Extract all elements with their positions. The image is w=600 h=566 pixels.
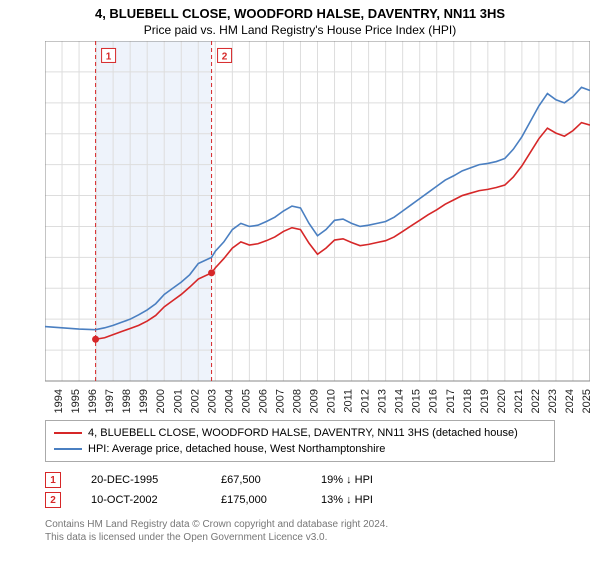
xtick-label: 1995 (70, 389, 82, 413)
xtick-label: 2025 (581, 389, 590, 413)
event-marker-number: 1 (106, 51, 112, 62)
marker-pct: 13% ↓ HPI (321, 494, 401, 506)
xtick-label: 2000 (155, 389, 167, 413)
xtick-label: 1997 (104, 389, 116, 413)
xtick-label: 2022 (530, 389, 542, 413)
xtick-label: 2015 (411, 389, 423, 413)
legend-row: 4, BLUEBELL CLOSE, WOODFORD HALSE, DAVEN… (54, 425, 546, 441)
legend-row: HPI: Average price, detached house, West… (54, 441, 546, 457)
legend-label: 4, BLUEBELL CLOSE, WOODFORD HALSE, DAVEN… (88, 427, 518, 439)
footer-line1: Contains HM Land Registry data © Crown c… (45, 518, 555, 531)
legend-swatch (54, 432, 82, 434)
event-marker-dot (92, 336, 99, 343)
markers-row: 1 20-DEC-1995 £67,500 19% ↓ HPI (45, 470, 555, 490)
marker-badge: 2 (45, 492, 61, 508)
marker-price: £67,500 (221, 474, 291, 486)
marker-price: £175,000 (221, 494, 291, 506)
chart-svg: £0£50K£100K£150K£200K£250K£300K£350K£400… (45, 41, 590, 416)
xtick-label: 2021 (513, 389, 525, 413)
xtick-label: 1999 (138, 389, 150, 413)
xtick-label: 1993 (45, 389, 48, 413)
xtick-label: 2011 (343, 389, 355, 413)
xtick-label: 2009 (309, 389, 321, 413)
markers-table: 1 20-DEC-1995 £67,500 19% ↓ HPI 2 10-OCT-2002… (45, 470, 555, 510)
legend-label: HPI: Average price, detached house, West… (88, 443, 385, 455)
legend-swatch (54, 448, 82, 450)
xtick-label: 1996 (87, 389, 99, 413)
xtick-label: 2007 (274, 389, 286, 413)
chart-subtitle: Price paid vs. HM Land Registry's House … (0, 23, 600, 37)
markers-row: 2 10-OCT-2002 £175,000 13% ↓ HPI (45, 490, 555, 510)
xtick-label: 1994 (53, 389, 65, 413)
xtick-label: 2005 (240, 389, 252, 413)
xtick-label: 2001 (172, 389, 184, 413)
xtick-label: 2016 (428, 389, 440, 413)
xtick-label: 2012 (360, 389, 372, 413)
xtick-label: 2019 (479, 389, 491, 413)
xtick-label: 2010 (326, 389, 338, 413)
xtick-label: 2020 (496, 389, 508, 413)
marker-badge: 1 (45, 472, 61, 488)
xtick-label: 2004 (223, 389, 235, 413)
event-marker-dot (208, 269, 215, 276)
xtick-label: 2014 (394, 389, 406, 413)
marker-pct: 19% ↓ HPI (321, 474, 401, 486)
xtick-label: 1998 (121, 389, 133, 413)
xtick-label: 2013 (377, 389, 389, 413)
xtick-label: 2006 (257, 389, 269, 413)
xtick-label: 2008 (291, 389, 303, 413)
xtick-label: 2017 (445, 389, 457, 413)
chart-title: 4, BLUEBELL CLOSE, WOODFORD HALSE, DAVEN… (0, 6, 600, 21)
marker-date: 20-DEC-1995 (91, 474, 191, 486)
event-marker-number: 2 (222, 51, 228, 62)
legend-box: 4, BLUEBELL CLOSE, WOODFORD HALSE, DAVEN… (45, 420, 555, 462)
chart-area: £0£50K£100K£150K£200K£250K£300K£350K£400… (45, 41, 590, 416)
footer-line2: This data is licensed under the Open Gov… (45, 531, 555, 544)
footer: Contains HM Land Registry data © Crown c… (45, 518, 555, 544)
xtick-label: 2003 (206, 389, 218, 413)
xtick-label: 2024 (564, 389, 576, 413)
xtick-label: 2002 (189, 389, 201, 413)
xtick-label: 2023 (547, 389, 559, 413)
marker-date: 10-OCT-2002 (91, 494, 191, 506)
xtick-label: 2018 (462, 389, 474, 413)
